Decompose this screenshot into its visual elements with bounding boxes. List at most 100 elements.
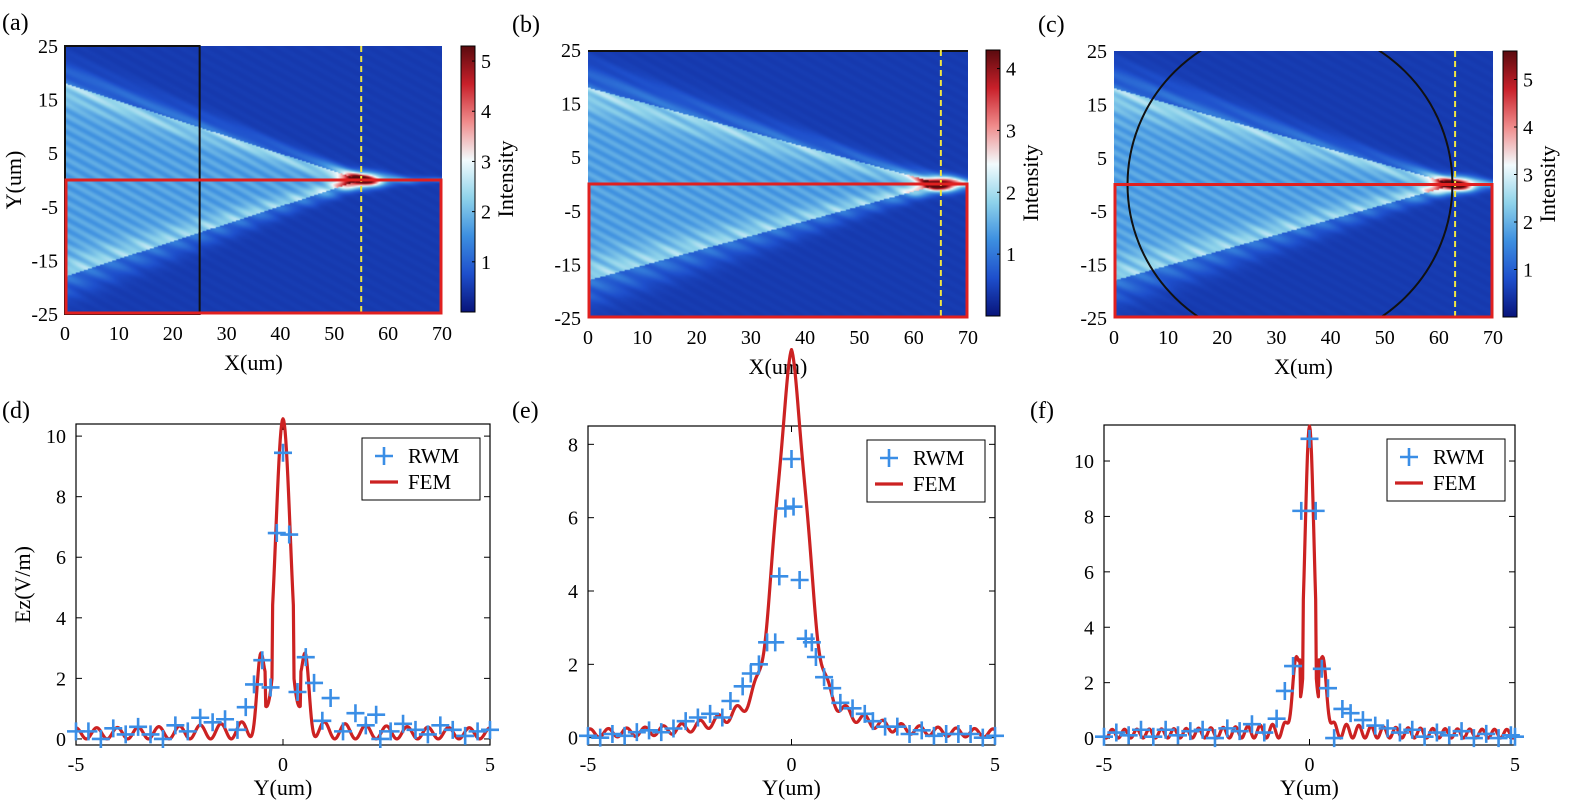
rwm-marker <box>843 699 862 718</box>
rwm-marker <box>1156 720 1175 739</box>
rwm-marker <box>784 497 803 516</box>
x-tick-label: 30 <box>217 323 237 345</box>
x-tick-label: 40 <box>270 323 290 345</box>
rwm-marker <box>1275 681 1294 700</box>
rwm-marker <box>664 719 683 738</box>
rwm-marker <box>776 499 795 518</box>
x-axis-label: Y(um) <box>1280 775 1339 800</box>
colorbar-tick-label: 5 <box>481 51 491 73</box>
y-tick-label: 10 <box>46 426 66 448</box>
legend-rwm-marker <box>1400 448 1418 466</box>
rwm-marker <box>1205 729 1224 748</box>
y-tick-label: 2 <box>1084 673 1094 695</box>
rwm-marker <box>443 720 462 739</box>
x-tick-label: 20 <box>1212 327 1232 349</box>
rwm-marker <box>1403 720 1422 739</box>
x-axis-label: Y(um) <box>254 775 313 800</box>
rwm-marker <box>280 525 299 544</box>
rwm-marker <box>579 726 597 745</box>
rwm-marker <box>191 708 210 727</box>
panel-label: (b) <box>512 12 540 38</box>
panel-label: (e) <box>512 398 539 424</box>
colorbar-tick-label: 4 <box>1006 59 1016 81</box>
rwm-marker <box>267 524 286 543</box>
rwm-marker <box>688 708 707 727</box>
legend-fem-label: FEM <box>1433 471 1477 495</box>
y-tick-label: 4 <box>568 581 578 603</box>
x-tick-label: 60 <box>1429 327 1449 349</box>
y-tick-label: 8 <box>56 487 66 509</box>
rwm-marker <box>790 571 809 589</box>
rwm-marker <box>802 633 821 652</box>
y-tick-label: 15 <box>38 90 58 112</box>
legend-fem-label: FEM <box>408 470 452 494</box>
rwm-marker <box>1267 709 1286 728</box>
panel-b: 0 10 20 30 40 50 60 70 25 15 5 -5 -15 -25 X(um) (b) 1 2 3 4… <box>512 12 1043 379</box>
x-axis-label: Y(um) <box>762 775 821 800</box>
y-tick-label: -25 <box>1080 308 1107 330</box>
x-tick-label: 0 <box>787 754 797 776</box>
rwm-marker <box>1464 729 1483 748</box>
rwm-marker <box>1440 726 1459 745</box>
x-axis-label: X(um) <box>1274 354 1333 379</box>
colorbar <box>1502 50 1518 318</box>
rwm-marker <box>203 713 222 732</box>
rwm-marker <box>381 722 400 741</box>
y-tick-label: -25 <box>31 304 58 326</box>
rwm-marker <box>973 728 992 747</box>
y-tick-label: 25 <box>38 36 58 58</box>
colorbar-tick-label: 4 <box>481 101 491 123</box>
rwm-marker <box>1168 726 1187 745</box>
rwm-marker <box>1489 729 1508 748</box>
rwm-marker <box>1107 723 1126 742</box>
rwm-marker <box>1318 679 1337 698</box>
rwm-marker <box>1230 722 1249 741</box>
x-tick-label: 20 <box>687 327 707 349</box>
y-tick-label: 25 <box>561 40 581 62</box>
rwm-marker <box>591 728 610 747</box>
legend-rwm-marker <box>375 447 393 465</box>
x-tick-label: 70 <box>958 327 978 349</box>
x-tick-label: 0 <box>278 754 288 776</box>
rwm-marker <box>79 722 98 741</box>
legend-rwm-label: RWM <box>1433 445 1485 469</box>
rwm-marker <box>713 708 732 727</box>
rwm-marker <box>153 729 172 748</box>
rwm-marker <box>406 720 425 739</box>
rwm-marker <box>652 723 671 742</box>
rwm-marker <box>274 443 292 462</box>
rwm-marker <box>749 655 768 674</box>
y-tick-label: 10 <box>1074 451 1094 473</box>
rwm-marker <box>1341 704 1360 723</box>
rwm-marker <box>394 714 413 733</box>
rwm-marker <box>823 679 842 698</box>
colorbar-tick-label: 3 <box>481 151 491 173</box>
y-tick-label: -15 <box>31 250 58 272</box>
x-tick-label: 10 <box>109 323 129 345</box>
highlight-box <box>64 178 443 315</box>
y-tick-label: -5 <box>41 197 58 219</box>
panel-label: (f) <box>1030 398 1054 424</box>
rwm-marker <box>1378 719 1397 738</box>
x-tick-label: 60 <box>904 327 924 349</box>
rwm-marker <box>831 693 850 712</box>
rwm-marker <box>481 720 499 739</box>
x-tick-label: 0 <box>1109 327 1119 349</box>
rwm-marker <box>129 717 148 736</box>
legend-fem-label: FEM <box>913 472 957 496</box>
rwm-marker <box>912 721 931 740</box>
y-tick-label: 8 <box>568 434 578 456</box>
y-tick-label: 5 <box>1097 148 1107 170</box>
colorbar-tick-label: 5 <box>1523 70 1533 92</box>
rwm-marker <box>1255 723 1274 742</box>
legend-box <box>1386 438 1506 502</box>
x-tick-label: 40 <box>795 327 815 349</box>
rwm-marker <box>986 726 1004 745</box>
rwm-marker <box>1415 727 1434 746</box>
rwm-marker <box>141 725 160 744</box>
rwm-marker <box>431 716 450 735</box>
rwm-marker <box>313 711 332 730</box>
